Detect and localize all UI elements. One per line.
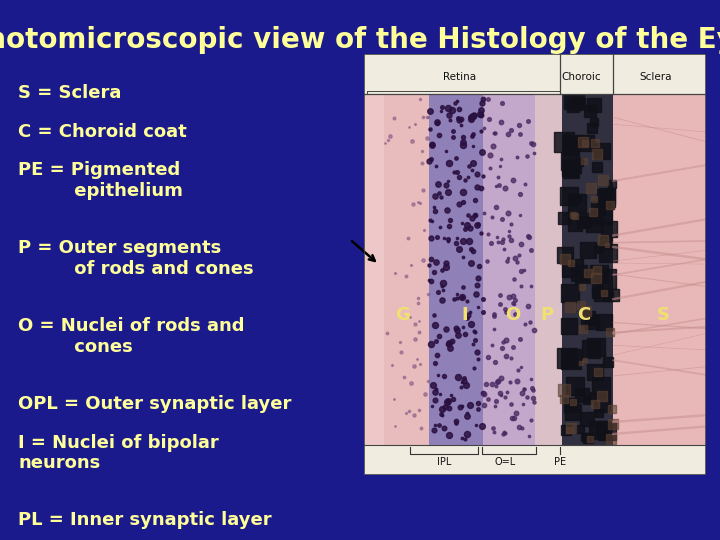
Text: O=L: O=L bbox=[495, 457, 516, 467]
Bar bbox=[364, 445, 706, 475]
Text: Retina: Retina bbox=[443, 72, 476, 82]
Text: I: I bbox=[462, 306, 468, 324]
Text: PE = Pigmented
         epithelium: PE = Pigmented epithelium bbox=[18, 161, 183, 200]
Text: PE: PE bbox=[554, 457, 567, 467]
Text: Photomicroscopic view of the Histology of the Eye: Photomicroscopic view of the Histology o… bbox=[0, 26, 720, 55]
Text: OPL = Outer synaptic layer: OPL = Outer synaptic layer bbox=[18, 395, 292, 413]
Text: I = Nuclei of bipolar
neurons: I = Nuclei of bipolar neurons bbox=[18, 434, 219, 472]
Text: IPL: IPL bbox=[437, 457, 451, 467]
Text: S: S bbox=[657, 306, 670, 324]
Bar bbox=[364, 94, 384, 445]
Text: C: C bbox=[577, 306, 591, 324]
Bar bbox=[534, 94, 562, 445]
Bar bbox=[483, 94, 534, 445]
Bar bbox=[384, 94, 428, 445]
Bar bbox=[613, 94, 706, 445]
Text: P: P bbox=[540, 306, 553, 324]
Text: Sclera: Sclera bbox=[640, 72, 672, 82]
Bar bbox=[364, 54, 706, 94]
Text: O = Nuclei of rods and
         cones: O = Nuclei of rods and cones bbox=[18, 317, 245, 356]
Bar bbox=[562, 94, 613, 445]
Text: Choroic: Choroic bbox=[561, 72, 600, 82]
Text: P = Outer segments
         of rods and cones: P = Outer segments of rods and cones bbox=[18, 239, 253, 278]
Text: O: O bbox=[505, 306, 520, 324]
Text: S = Sclera: S = Sclera bbox=[18, 84, 122, 102]
Bar bbox=[428, 94, 483, 445]
Text: G: G bbox=[395, 306, 410, 324]
Text: C = Choroid coat: C = Choroid coat bbox=[18, 123, 186, 140]
Text: PL = Inner synaptic layer: PL = Inner synaptic layer bbox=[18, 511, 271, 529]
